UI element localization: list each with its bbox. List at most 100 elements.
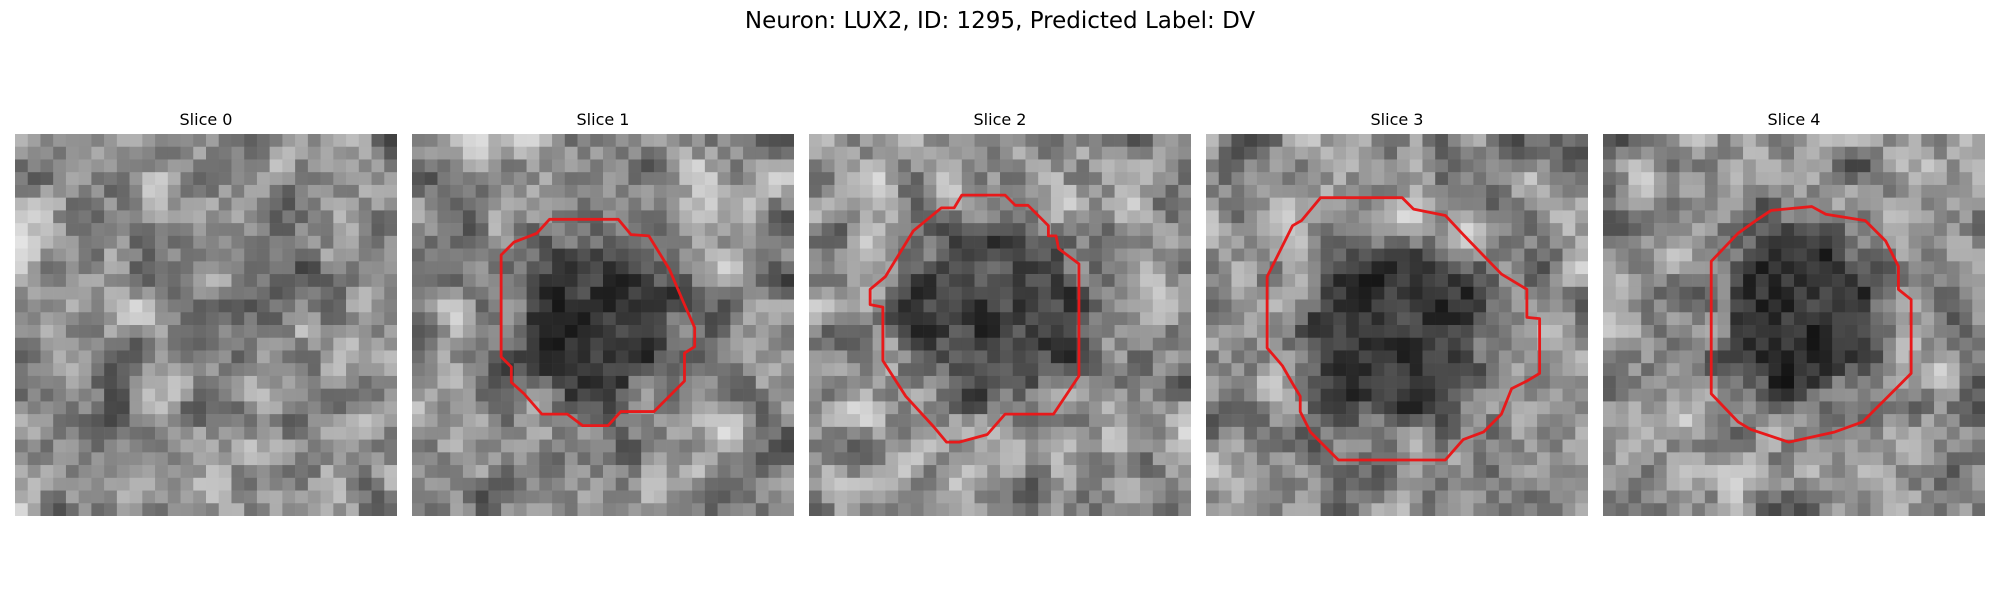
slice-pixel: [1730, 338, 1743, 351]
slice-pixel: [1140, 478, 1153, 491]
slice-pixel: [1909, 223, 1922, 236]
slice-pixel: [514, 452, 527, 465]
slice-pixel: [384, 350, 397, 363]
slice-pixel: [1153, 503, 1166, 516]
slice-pixel: [1972, 338, 1985, 351]
slice-pixel: [1550, 287, 1563, 300]
slice-pixel: [975, 134, 988, 147]
slice-pixel: [79, 478, 92, 491]
slice-pixel: [1051, 376, 1064, 389]
slice-pixel: [1654, 401, 1667, 414]
slice-pixel: [488, 312, 501, 325]
slice-pixel: [1972, 261, 1985, 274]
slice-pixel: [1718, 147, 1731, 160]
slice-pixel: [117, 172, 130, 185]
slice-pixel: [1756, 440, 1769, 453]
slice-pixel: [1870, 452, 1883, 465]
slice-pixel: [1102, 261, 1115, 274]
slice-pixel: [514, 427, 527, 440]
slice-pixel: [1537, 491, 1550, 504]
slice-pixel: [1282, 427, 1295, 440]
slice-pixel: [295, 478, 308, 491]
slice-pixel: [1756, 376, 1769, 389]
slice-pixel: [295, 452, 308, 465]
slice-pixel: [1730, 287, 1743, 300]
slice-pixel: [1486, 491, 1499, 504]
slice-pixel: [1718, 223, 1731, 236]
slice-pixel: [1153, 159, 1166, 172]
slice-pixel: [1448, 300, 1461, 313]
slice-pixel: [552, 134, 565, 147]
slice-pixel: [1308, 147, 1321, 160]
slice-pixel: [1575, 274, 1588, 287]
slice-pixel: [1550, 274, 1563, 287]
slice-pixel: [488, 236, 501, 249]
slice-pixel: [168, 401, 181, 414]
slice-pixel: [40, 363, 53, 376]
slice-pixel: [539, 440, 552, 453]
slice-pixel: [539, 261, 552, 274]
slice-pixel: [898, 427, 911, 440]
slice-pixel: [1089, 172, 1102, 185]
slice-pixel: [1870, 210, 1883, 223]
slice-pixel: [1972, 389, 1985, 402]
slice-pixel: [1960, 465, 1973, 478]
slice-pixel: [873, 389, 886, 402]
slice-pixel: [244, 312, 257, 325]
slice-pixel: [1947, 287, 1960, 300]
slice-pixel: [282, 503, 295, 516]
slice-pixel: [79, 210, 92, 223]
slice-pixel: [1257, 134, 1270, 147]
slice-pixel: [769, 452, 782, 465]
slice-pixel: [1769, 440, 1782, 453]
slice-pixel: [885, 325, 898, 338]
slice-pixel: [333, 287, 346, 300]
slice-pixel: [1089, 452, 1102, 465]
slice-pixel: [718, 491, 731, 504]
slice-pixel: [40, 503, 53, 516]
slice-pixel: [1127, 312, 1140, 325]
slice-pixel: [1896, 325, 1909, 338]
slice-pixel: [1575, 312, 1588, 325]
slice-pixel: [437, 325, 450, 338]
slice-pixel: [1295, 198, 1308, 211]
slice-pixel: [1282, 261, 1295, 274]
slice-pixel: [1743, 465, 1756, 478]
slice-pixel: [270, 185, 283, 198]
slice-pixel: [1051, 427, 1064, 440]
slice-pixel: [321, 338, 334, 351]
slice-pixel: [155, 261, 168, 274]
slice-pixel: [1422, 363, 1435, 376]
slice-pixel: [219, 312, 232, 325]
slice-pixel: [1909, 389, 1922, 402]
slice-pixel: [1384, 172, 1397, 185]
slice-pixel: [181, 503, 194, 516]
slice-pixel: [718, 236, 731, 249]
slice-pixel: [1219, 452, 1232, 465]
slice-pixel: [730, 159, 743, 172]
slice-pixel: [1346, 363, 1359, 376]
slice-pixel: [142, 350, 155, 363]
slice-pixel: [1819, 478, 1832, 491]
slice-image-0: [15, 134, 397, 516]
slice-pixel: [15, 134, 28, 147]
slice-pixel: [962, 147, 975, 160]
slice-pixel: [1870, 491, 1883, 504]
slice-pixel: [1127, 389, 1140, 402]
slice-pixel: [1308, 172, 1321, 185]
slice-pixel: [1730, 274, 1743, 287]
slice-pixel: [1115, 325, 1128, 338]
slice-pixel: [834, 159, 847, 172]
slice-pixel: [1295, 172, 1308, 185]
slice-pixel: [1140, 147, 1153, 160]
slice-pixel: [1616, 261, 1629, 274]
slice-pixel: [603, 363, 616, 376]
slice-pixel: [66, 389, 79, 402]
slice-pixel: [1667, 147, 1680, 160]
slice-pixel: [809, 312, 822, 325]
slice-pixel: [578, 440, 591, 453]
slice-pixel: [1743, 478, 1756, 491]
slice-pixel: [1013, 185, 1026, 198]
slice-pixel: [578, 172, 591, 185]
slice-pixel: [1718, 389, 1731, 402]
